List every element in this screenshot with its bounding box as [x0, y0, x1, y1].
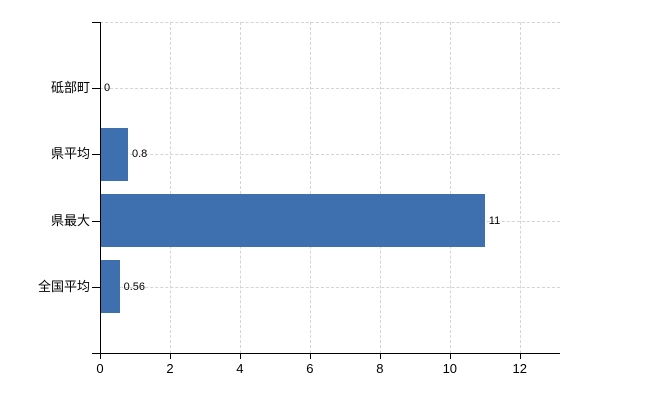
- x-tick-label: 0: [96, 361, 104, 376]
- y-axis-tick: [92, 286, 100, 288]
- x-axis-tick: [309, 354, 311, 359]
- bar-value-label: 0: [104, 82, 111, 95]
- x-tick-label: 2: [166, 361, 174, 376]
- category-label: 砥部町: [50, 80, 90, 96]
- x-axis-tick: [100, 354, 101, 359]
- x-tick-label: 12: [512, 361, 527, 376]
- y-axis-top-tick: [92, 22, 100, 23]
- x-axis: [92, 353, 560, 354]
- x-axis-tick: [449, 354, 451, 359]
- bar: [100, 194, 485, 248]
- category-label: 県最大: [50, 212, 90, 228]
- y-axis-tick: [92, 154, 100, 156]
- y-axis-tick: [92, 220, 100, 222]
- category-label: 全国平均: [37, 278, 90, 294]
- vertical-gridline: [239, 22, 241, 353]
- x-axis-tick: [169, 354, 171, 359]
- x-tick-label: 8: [376, 361, 384, 376]
- x-axis-tick: [519, 354, 521, 359]
- vertical-gridline: [309, 22, 311, 353]
- bar: [100, 127, 128, 181]
- bar-value-label: 0.8: [131, 148, 148, 161]
- x-tick-label: 10: [442, 361, 458, 376]
- bar-value-label: 0.56: [123, 280, 145, 293]
- y-axis-tick: [92, 88, 100, 90]
- x-axis-tick: [379, 354, 381, 359]
- y-axis: [100, 22, 101, 353]
- vertical-gridline: [379, 22, 381, 353]
- category-label: 県平均: [50, 146, 90, 162]
- horizontal-gridline: [100, 286, 560, 288]
- vertical-gridline: [519, 22, 521, 353]
- x-tick-label: 6: [306, 361, 314, 376]
- horizontal-gridline: [100, 154, 560, 156]
- plot-top-border: [100, 22, 560, 23]
- horizontal-gridline: [100, 88, 560, 90]
- vertical-gridline: [169, 22, 171, 353]
- vertical-gridline: [449, 22, 451, 353]
- bar-value-label: 11: [488, 214, 501, 227]
- x-axis-tick: [239, 354, 241, 359]
- bar: [100, 260, 120, 314]
- x-tick-label: 4: [236, 361, 244, 376]
